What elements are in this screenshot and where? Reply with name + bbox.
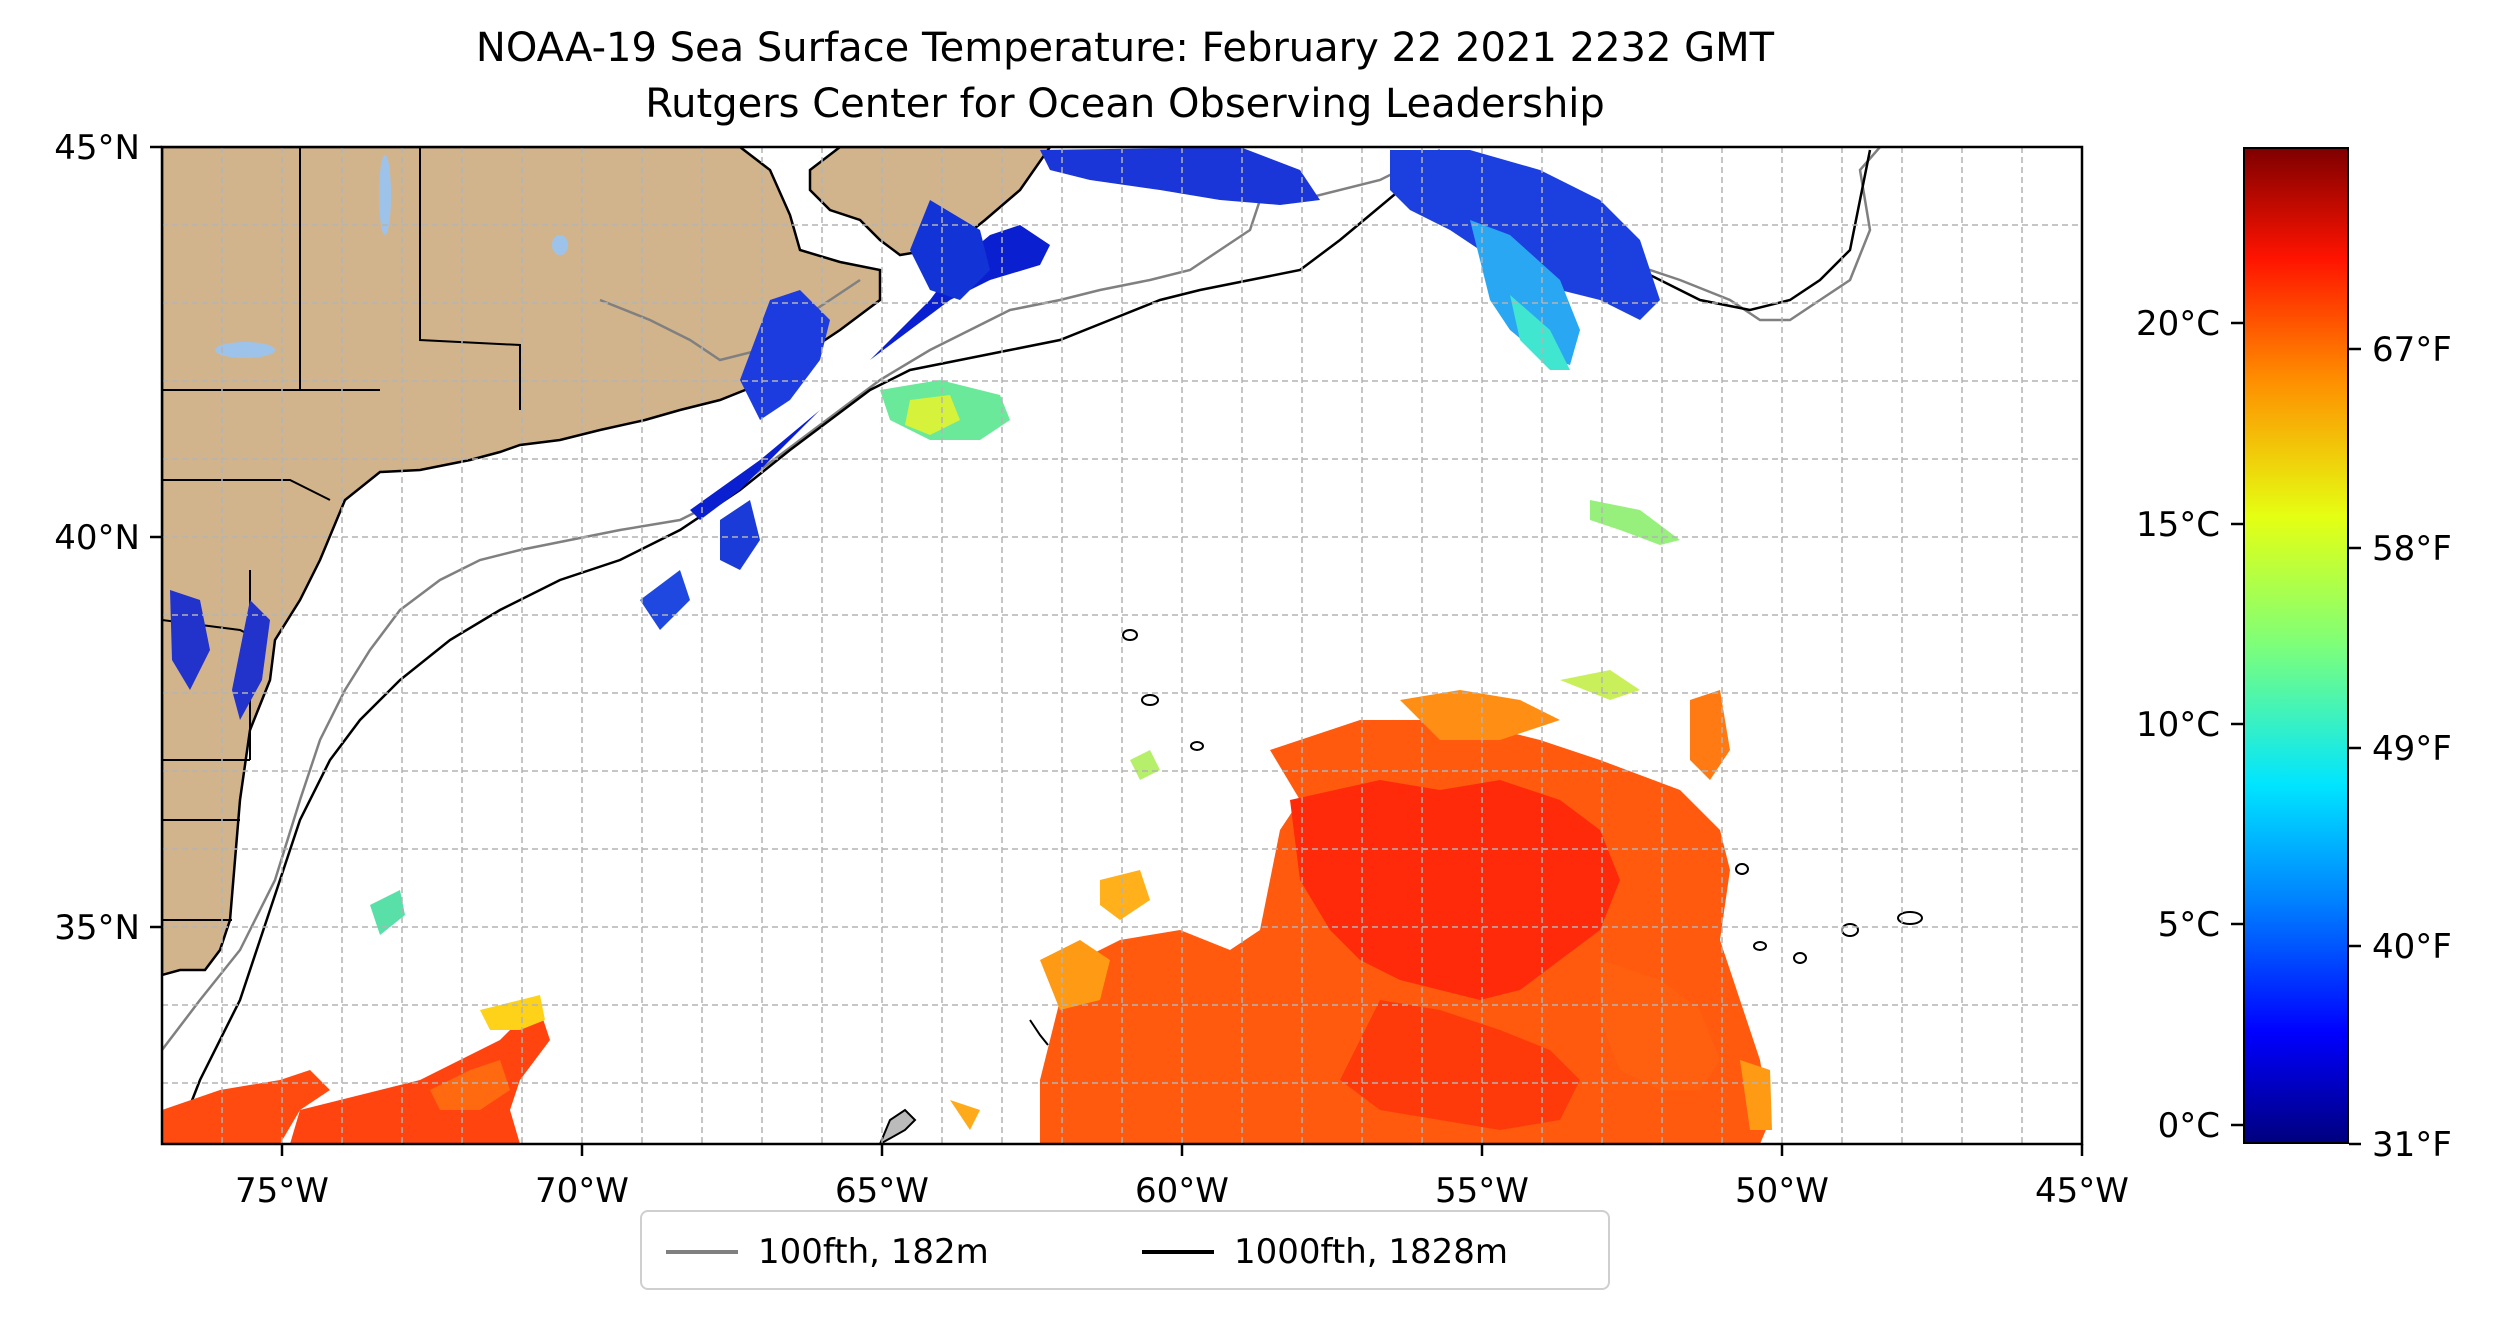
colorbar-fahrenheit-label: 40°F: [2372, 927, 2452, 967]
colorbar-fahrenheit-label: 58°F: [2372, 529, 2452, 569]
colorbar-fahrenheit-label: 67°F: [2372, 330, 2452, 370]
lon-tick-label: 60°W: [1135, 1171, 1229, 1211]
map-frame: [160, 145, 2084, 1146]
lakes: [170, 155, 568, 720]
lat-tick-label: 35°N: [54, 908, 140, 948]
colorbar-ticks: [2231, 321, 2361, 1146]
chart-subtitle: Rutgers Center for Ocean Observing Leade…: [645, 81, 1605, 127]
legend-label: 100fth, 182m: [758, 1232, 989, 1272]
lon-tick-label: 65°W: [835, 1171, 929, 1211]
sst-cold-patches: [370, 147, 1680, 935]
colorbar-fahrenheit-label: 49°F: [2372, 729, 2452, 769]
axis-ticks: [150, 145, 2084, 1156]
gridlines: [162, 147, 2082, 1144]
land-mass: [162, 147, 882, 977]
colorbar-celsius-label: 0°C: [2158, 1106, 2220, 1146]
lon-tick-label: 45°W: [2035, 1171, 2129, 1211]
legend-item-1000fth: 1000fth, 1828m: [1142, 1230, 1508, 1274]
legend-label: 1000fth, 1828m: [1234, 1232, 1509, 1272]
colorbar-celsius-label: 10°C: [2136, 705, 2220, 745]
lat-tick-label: 45°N: [54, 128, 140, 168]
legend-swatch-gray: [666, 1250, 738, 1254]
temperature-colorbar: [2243, 147, 2349, 1144]
colorbar-celsius-label: 15°C: [2136, 505, 2220, 545]
legend-item-100fth: 100fth, 182m: [666, 1230, 989, 1274]
sst-warm-patches: [162, 670, 1772, 1144]
lon-tick-label: 75°W: [235, 1171, 329, 1211]
lat-tick-label: 40°N: [54, 518, 140, 558]
legend-swatch-black: [1142, 1250, 1214, 1254]
colorbar-celsius-label: 20°C: [2136, 304, 2220, 344]
lon-tick-label: 50°W: [1735, 1171, 1829, 1211]
lon-tick-label: 70°W: [535, 1171, 629, 1211]
legend: 100fth, 182m 1000fth, 1828m: [640, 1210, 1610, 1290]
colorbar-celsius-label: 5°C: [2158, 905, 2220, 945]
chart-title: NOAA-19 Sea Surface Temperature: Februar…: [475, 25, 1775, 71]
lon-tick-label: 55°W: [1435, 1171, 1529, 1211]
colorbar-fahrenheit-label: 31°F: [2372, 1125, 2452, 1165]
